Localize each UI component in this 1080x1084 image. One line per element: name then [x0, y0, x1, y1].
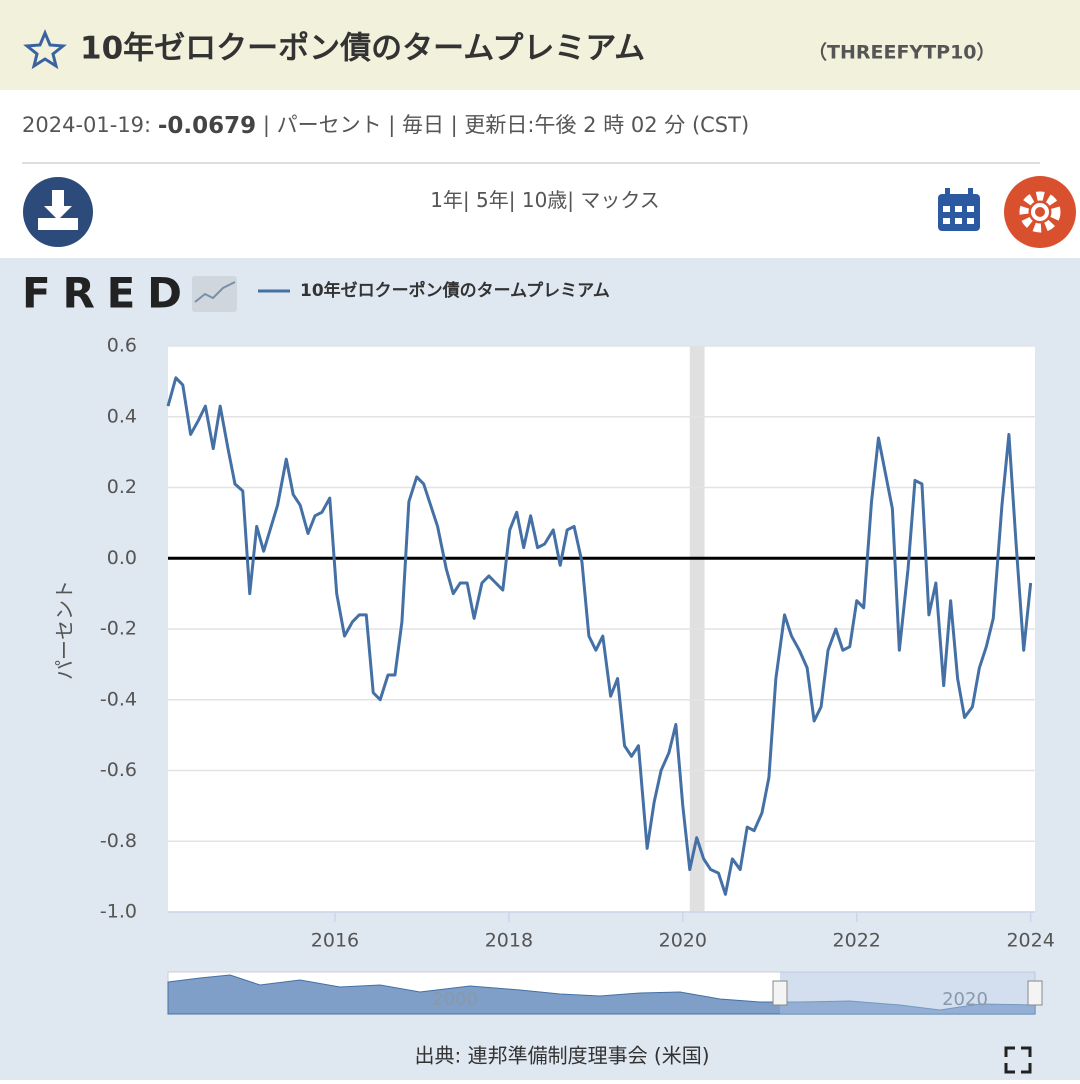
source: 出典: 連邦準備制度理事会 (米国) [414, 1044, 709, 1068]
range-option[interactable]: 5年| [476, 188, 515, 212]
navigator-window[interactable] [780, 972, 1035, 1014]
y-tick-label: 0.2 [107, 476, 137, 498]
latest-value: -0.0679 [158, 113, 256, 139]
range-option[interactable]: 1年| [430, 188, 469, 212]
star-icon[interactable] [23, 29, 67, 70]
y-tick-label: -0.4 [100, 688, 137, 710]
y-tick-label: 0.0 [107, 547, 137, 569]
gear-hub [1031, 203, 1049, 221]
y-tick-label: -0.2 [100, 618, 137, 640]
y-tick-label: 0.6 [107, 335, 137, 357]
logo-graph [192, 276, 237, 312]
legend-label: 10年ゼロクーポン債のタームプレミアム [300, 280, 610, 301]
x-tick-label: 2022 [833, 930, 881, 952]
logo-graph-line [194, 281, 236, 303]
navigator-label: 2020 [942, 989, 988, 1010]
fullscreen-button[interactable] [1004, 1046, 1032, 1074]
x-tick-label: 2024 [1006, 930, 1054, 952]
navigator-label: 2000 [432, 989, 478, 1010]
range-selector: 1年| 5年| 10歳| マックス [430, 188, 660, 212]
y-tick-label: 0.4 [107, 405, 137, 427]
download-icon [38, 190, 78, 230]
y-tick-label: -0.6 [100, 759, 137, 781]
x-tick-label: 2020 [659, 930, 707, 952]
series-line [166, 376, 1033, 896]
title: 10年ゼロクーポン債のタームプレミアム [80, 31, 645, 67]
date: 2024-01-19: [22, 113, 151, 137]
navigator-handle[interactable] [1027, 980, 1043, 1006]
gear-icon [1019, 191, 1061, 233]
y-tick-label: -1.0 [100, 901, 137, 923]
y-tick-label: -0.8 [100, 830, 137, 852]
header-band [0, 0, 1080, 90]
y-axis-label: パーセント [53, 580, 77, 680]
navigator-handle[interactable] [772, 980, 788, 1006]
meta-line: 2024-01-19: -0.0679 | パーセント | 毎日 | 更新日:午… [22, 113, 749, 139]
range-option[interactable]: 10歳| [522, 188, 574, 212]
x-tick-label: 2018 [485, 930, 533, 952]
range-option[interactable]: マックス [580, 188, 659, 212]
x-tick-label: 2016 [311, 930, 359, 952]
meta-details: | パーセント | 毎日 | 更新日:午後 2 時 02 分 (CST) [263, 113, 749, 138]
series-id: （THREEFYTP10） [808, 41, 996, 64]
calendar-button[interactable] [938, 188, 980, 231]
